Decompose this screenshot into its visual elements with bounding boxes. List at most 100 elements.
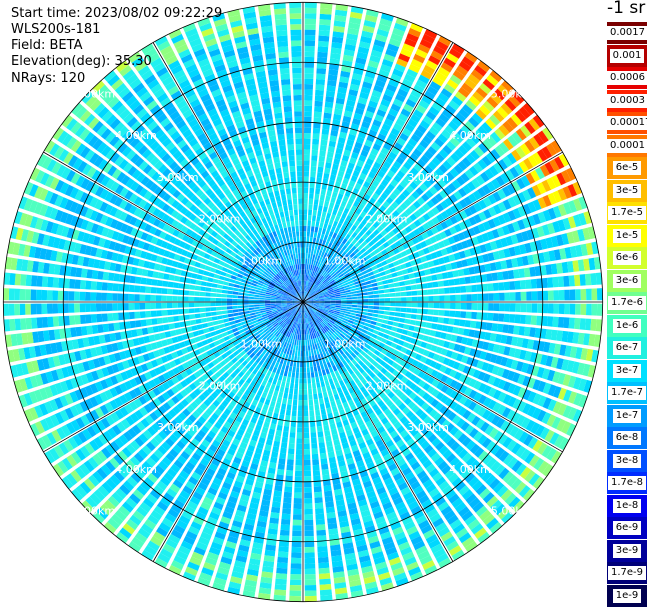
range-gate [283, 347, 288, 354]
range-gate [342, 195, 349, 203]
range-gate [336, 240, 342, 247]
range-gate [353, 200, 360, 208]
range-gate [229, 443, 238, 451]
range-gate [437, 280, 444, 287]
range-gate [434, 331, 442, 338]
range-gate [360, 257, 367, 264]
range-gate [349, 252, 356, 258]
range-gate [252, 361, 258, 368]
range-gate [514, 280, 521, 290]
range-gate [362, 390, 370, 398]
range-gate [435, 553, 449, 564]
range-gate [330, 318, 336, 323]
range-gate [347, 229, 354, 236]
range-gate [235, 509, 246, 518]
range-gate [295, 454, 303, 460]
range-gate [304, 334, 307, 341]
range-gate [357, 302, 363, 305]
range-gate [322, 479, 331, 487]
range-gate [387, 262, 395, 269]
range-gate [375, 322, 382, 327]
range-gate [259, 510, 269, 518]
range-gate [291, 536, 302, 542]
range-gate [275, 430, 282, 437]
range-gate [380, 165, 389, 174]
range-gate [478, 199, 487, 210]
range-gate [532, 476, 545, 490]
range-gate [318, 336, 323, 342]
range-gate [303, 405, 308, 411]
range-gate [460, 468, 472, 480]
range-gate [493, 481, 505, 494]
range-gate [374, 326, 381, 331]
range-gate [564, 303, 570, 315]
range-gate [230, 576, 243, 585]
range-gate [451, 43, 465, 55]
range-gate [312, 283, 316, 289]
range-gate [329, 305, 336, 307]
range-gate [404, 207, 413, 216]
range-gate [397, 506, 409, 516]
range-gate [303, 383, 307, 390]
range-gate [349, 83, 360, 92]
range-gate [475, 108, 487, 120]
range-gate [303, 236, 306, 243]
range-gate [520, 125, 532, 138]
range-gate [303, 187, 309, 194]
range-gate [304, 45, 315, 52]
range-gate [36, 317, 43, 329]
range-gate [320, 346, 325, 353]
range-gate [328, 528, 339, 535]
range-gate [301, 334, 303, 341]
range-gate [275, 331, 281, 338]
range-gate [230, 425, 238, 433]
range-gate [340, 322, 347, 327]
range-gate [496, 227, 505, 237]
range-gate [371, 179, 380, 188]
range-gate [341, 154, 350, 162]
range-gate [323, 307, 330, 311]
range-gate [393, 282, 400, 287]
range-gate [551, 174, 562, 188]
range-gate [552, 190, 562, 203]
range-gate [547, 277, 554, 288]
range-gate [327, 146, 335, 153]
range-gate [472, 91, 485, 103]
range-gate [245, 370, 252, 377]
range-gate [464, 51, 478, 63]
range-gate [475, 418, 486, 429]
range-gate [363, 415, 371, 423]
range-gate [388, 556, 401, 566]
range-gate [393, 317, 400, 322]
range-gate [319, 447, 326, 454]
range-gate [134, 311, 141, 319]
range-gate [472, 225, 481, 235]
range-gate [340, 295, 347, 298]
range-gate [232, 520, 243, 528]
range-gate [290, 563, 302, 569]
range-gate [409, 373, 417, 382]
range-gate [385, 196, 394, 205]
range-gate [542, 303, 549, 314]
range-gate [338, 391, 345, 399]
range-gate [364, 277, 371, 282]
range-gate [388, 230, 396, 238]
range-gate [300, 361, 303, 368]
range-gate [315, 376, 320, 383]
range-gate [308, 303, 314, 305]
range-gate [350, 175, 358, 183]
range-gate [246, 568, 259, 577]
range-gate [432, 353, 440, 361]
range-gate [334, 488, 343, 496]
range-gate [411, 404, 420, 414]
range-gate [448, 279, 455, 286]
range-gate [341, 244, 348, 251]
range-gate [575, 347, 583, 360]
range-gate [234, 560, 246, 569]
range-gate [440, 264, 447, 272]
range-gate [440, 505, 453, 516]
range-gate [441, 175, 451, 185]
range-gate [425, 275, 432, 282]
range-gate [361, 314, 367, 319]
range-gate [304, 568, 316, 575]
